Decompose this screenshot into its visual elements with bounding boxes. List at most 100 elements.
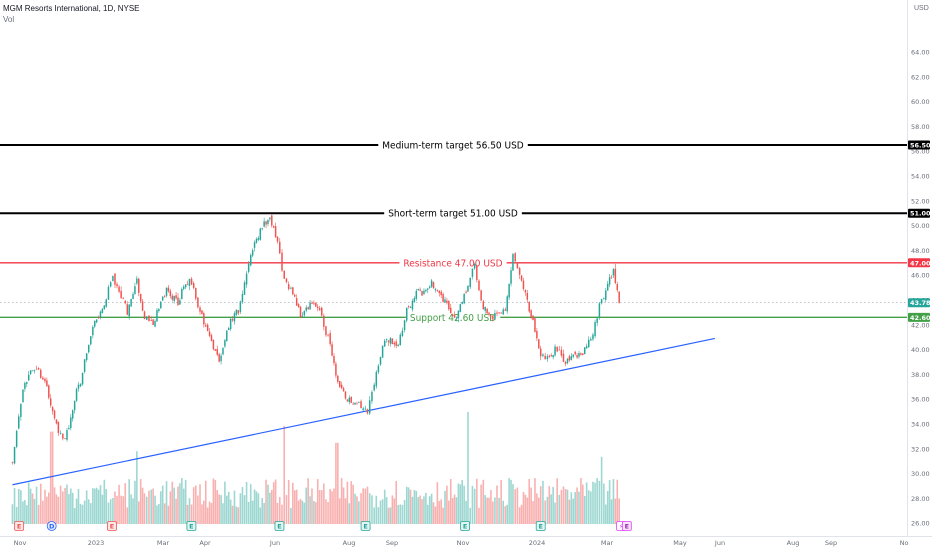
volume-bar [536, 493, 538, 524]
volume-bar [391, 495, 394, 524]
ascending-trendline[interactable] [12, 337, 716, 486]
candle-body [40, 369, 42, 378]
candle-body [203, 313, 205, 325]
volume-bar [461, 479, 464, 524]
candle-body [544, 355, 546, 360]
volume-bar [35, 486, 38, 524]
volume-bar [616, 479, 619, 524]
event-marker-earnings-up[interactable] [460, 521, 471, 531]
event-label: E [189, 523, 193, 531]
candle-body [241, 293, 244, 302]
price-tick-label: 36.00 [911, 396, 930, 404]
candle-body [428, 286, 431, 288]
volume-bar [596, 478, 598, 524]
candle-body [295, 298, 298, 306]
event-marker-earnings-up[interactable] [535, 521, 546, 531]
candle-body [269, 217, 271, 220]
candle-body [329, 333, 331, 345]
level-label-target: Medium-term target 56.50 USD [382, 141, 524, 152]
candle-body [476, 265, 478, 280]
candle-body [101, 308, 104, 313]
volume-bar [301, 500, 304, 524]
candle-body [393, 342, 396, 345]
candle-body [574, 351, 576, 355]
volume-bar [377, 507, 380, 524]
candle-body [83, 359, 86, 372]
candle-body [419, 289, 421, 291]
event-marker-earnings-up[interactable] [360, 521, 371, 531]
volume-bar [269, 492, 271, 524]
candle-body [175, 295, 177, 299]
candle-body [580, 353, 582, 355]
volume-bar [583, 496, 586, 524]
candle-body [592, 334, 594, 340]
level-tag-support: 42.60 [910, 314, 931, 322]
volume-bar [109, 499, 112, 524]
candle-body [163, 296, 166, 298]
candle-body [290, 287, 292, 289]
volume-bar [473, 488, 476, 524]
volume-bar [150, 489, 153, 524]
candle-body [216, 349, 218, 355]
candle-body [184, 284, 187, 288]
time-axis[interactable]: Nov 2023 Mar Apr Jun Aug Sep Nov 2024 Mar May Jun Au… [14, 539, 909, 547]
candle-body [340, 384, 343, 389]
price-axis[interactable]: 26.00 28.00 30.00 32.00 34.00 36.00 38.00 40.00… [911, 49, 930, 528]
event-marker-earnings-up[interactable] [186, 521, 197, 531]
volume-bar [152, 488, 154, 524]
volume-bar [488, 497, 490, 524]
event-label: D [49, 523, 55, 531]
level-tag-support-bg [908, 312, 930, 322]
candle-body [188, 278, 191, 286]
candle-body [583, 347, 586, 355]
candle-body [141, 301, 144, 311]
candle-body [11, 462, 14, 463]
volume-bar [309, 496, 311, 524]
volume-bar [97, 489, 100, 524]
volume-bar [89, 503, 92, 524]
candle-body [480, 290, 482, 301]
volume-bar [64, 488, 66, 524]
candle-body [48, 385, 50, 398]
candle-body [70, 417, 72, 429]
volume-bar [436, 482, 439, 524]
event-marker-earnings-down[interactable] [107, 521, 117, 531]
volume-bar [305, 487, 308, 524]
volume-bar [124, 483, 127, 524]
volume-bar [383, 489, 386, 524]
candle-body [249, 255, 252, 266]
volume-bar [381, 499, 384, 524]
candle-body [90, 336, 92, 345]
volume-bar [39, 483, 42, 524]
event-marker-earnings-down[interactable] [14, 521, 25, 531]
candle-body [237, 310, 240, 314]
volume-bar [403, 500, 406, 524]
candle-body [285, 278, 288, 283]
volume-bar [92, 488, 94, 524]
candle-body [229, 318, 232, 330]
event-marker-dividend[interactable] [46, 521, 57, 531]
candle-body [438, 290, 441, 294]
price-tick-label: 46.00 [911, 272, 930, 280]
candle-body [118, 286, 120, 292]
candle-body [409, 307, 412, 308]
candle-body [338, 381, 341, 387]
candle-body [558, 349, 561, 351]
candle-body [145, 316, 148, 320]
volume-bar [24, 499, 26, 524]
candle-body [231, 319, 234, 321]
event-marker-earnings-up[interactable] [274, 521, 285, 531]
candle-body [126, 304, 129, 315]
candle-body [375, 371, 378, 387]
candle-body [283, 270, 285, 279]
candle-body [136, 278, 138, 284]
volume-bar [480, 484, 482, 524]
volume-bar [449, 478, 452, 524]
candle-body [265, 221, 267, 225]
candle-body [356, 403, 358, 405]
volume-bar [350, 481, 353, 524]
candle-body [366, 409, 369, 414]
candle-body [199, 307, 201, 312]
event-marker-earnings-pending[interactable] [621, 521, 632, 531]
